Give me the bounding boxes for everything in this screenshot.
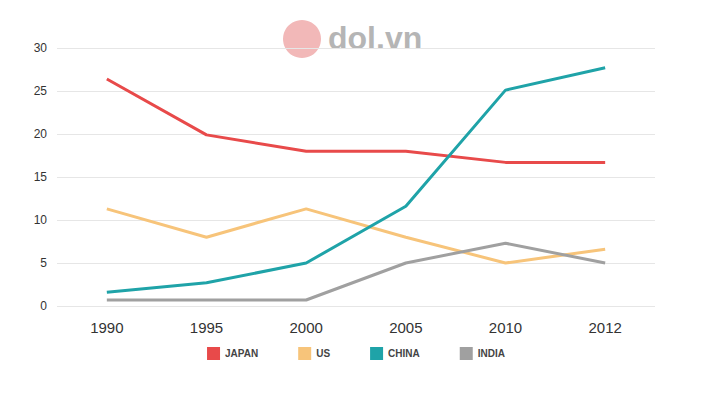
svg-text:2000: 2000 bbox=[289, 319, 322, 336]
svg-text:25: 25 bbox=[34, 84, 48, 98]
svg-text:JAPAN: JAPAN bbox=[225, 348, 258, 359]
svg-text:1995: 1995 bbox=[190, 319, 223, 336]
svg-text:INDIA: INDIA bbox=[478, 348, 505, 359]
svg-text:2010: 2010 bbox=[489, 319, 522, 336]
svg-text:CHINA: CHINA bbox=[388, 348, 420, 359]
svg-text:US: US bbox=[316, 348, 330, 359]
svg-text:30: 30 bbox=[34, 41, 48, 55]
svg-text:1990: 1990 bbox=[90, 319, 123, 336]
svg-text:0: 0 bbox=[40, 299, 47, 313]
svg-text:2005: 2005 bbox=[389, 319, 422, 336]
svg-text:20: 20 bbox=[34, 127, 48, 141]
svg-text:dol.vn: dol.vn bbox=[328, 20, 422, 56]
svg-text:10: 10 bbox=[34, 213, 48, 227]
svg-text:15: 15 bbox=[34, 170, 48, 184]
svg-text:2012: 2012 bbox=[588, 319, 621, 336]
svg-text:5: 5 bbox=[40, 256, 47, 270]
